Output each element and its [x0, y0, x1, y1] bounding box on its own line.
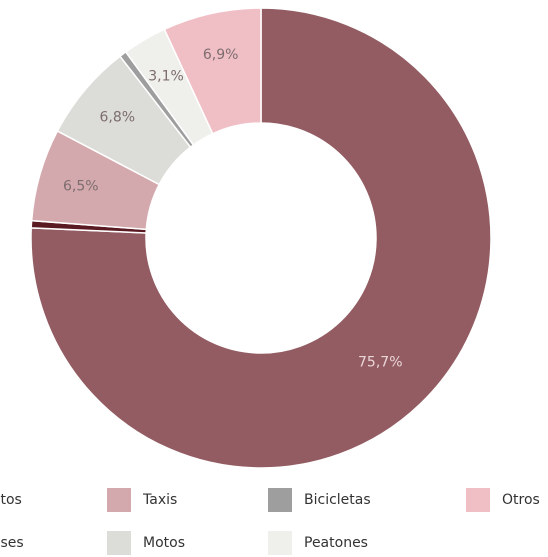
slice-label: 6,8% — [99, 110, 135, 126]
legend-label: Motos — [143, 535, 185, 551]
legend-swatch — [268, 488, 292, 512]
legend-label: Otros — [502, 492, 540, 508]
legend-swatch — [466, 488, 490, 512]
legend-label: Bicicletas — [304, 492, 371, 508]
slice-label: 75,7% — [358, 355, 402, 371]
slice-label: 3,1% — [148, 68, 184, 84]
slice-label: 6,5% — [63, 178, 99, 194]
legend-label: Peatones — [304, 535, 368, 551]
legend-swatch — [107, 531, 131, 555]
legend-swatch — [107, 488, 131, 512]
legend-label: Taxis — [142, 492, 177, 508]
legend-swatch — [268, 531, 292, 555]
slice-label: 6,9% — [203, 47, 239, 63]
legend-label: Buses — [0, 535, 24, 551]
slice — [163, 7, 262, 135]
legend-label: Autos — [0, 492, 22, 508]
slice — [30, 7, 492, 469]
